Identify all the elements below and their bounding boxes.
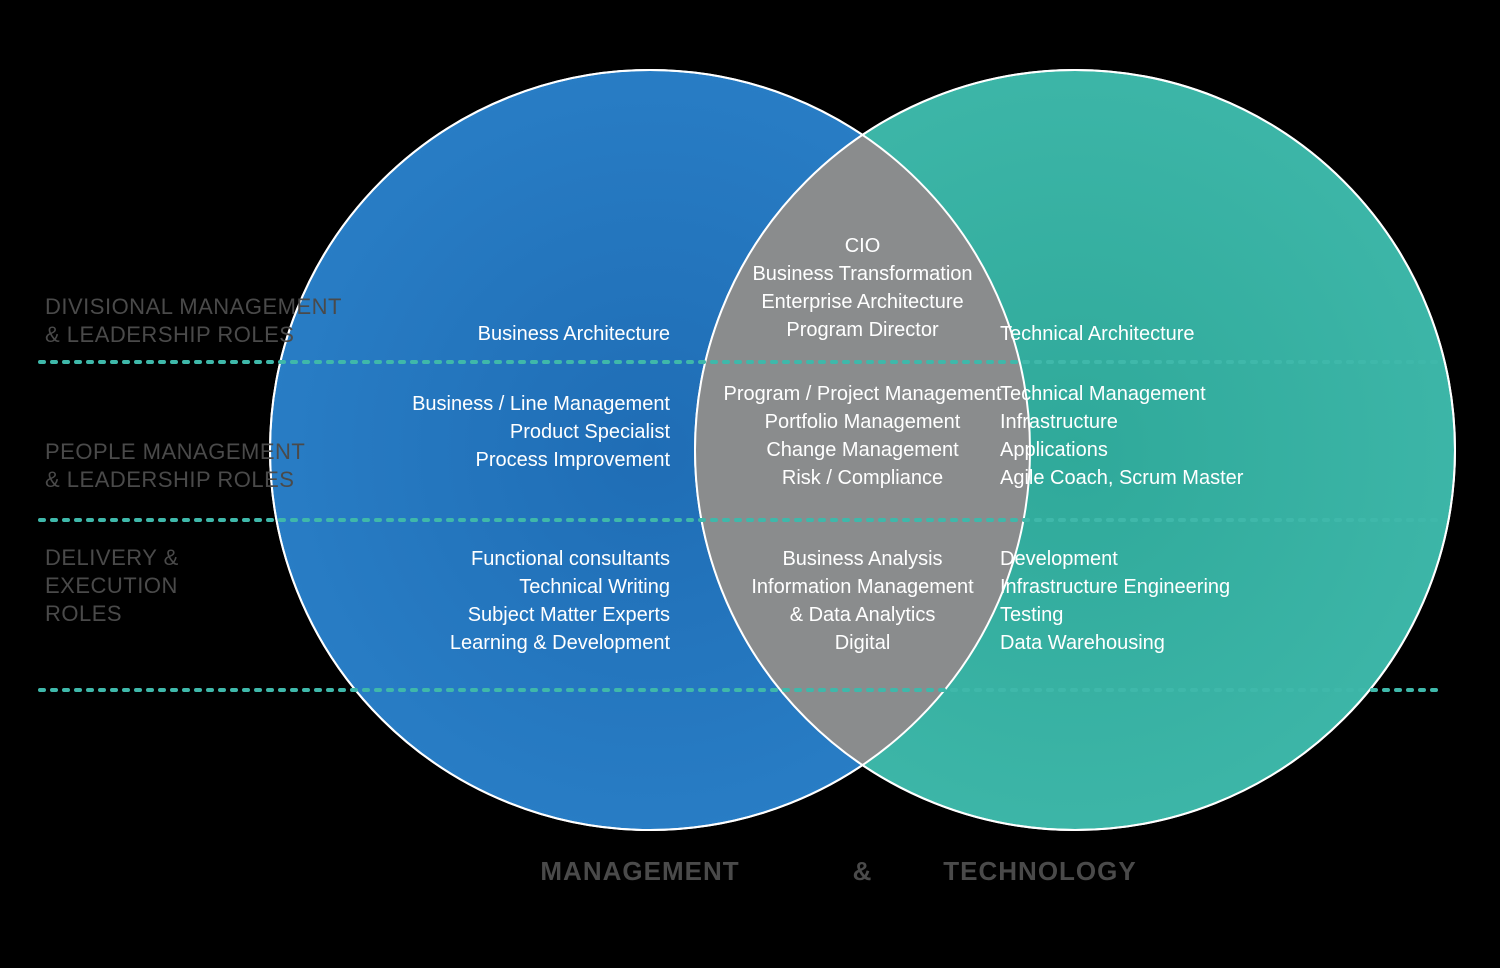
overlap-row1-line-1: CIO [845,235,881,257]
overlap-row2-line-3: Change Management [766,439,959,461]
row-label-1-line-1: DIVISIONAL MANAGEMENT [45,294,342,319]
tech-row2-line-1: Technical Management [1000,383,1206,405]
mgmt-row3-line-4: Learning & Development [450,632,671,654]
mgmt-row3-line-3: Subject Matter Experts [468,604,670,626]
overlap-row2-line-4: Risk / Compliance [782,467,943,489]
tech-row3-line-3: Testing [1000,604,1063,626]
mgmt-row3-line-2: Technical Writing [519,576,670,598]
tech-row2-line-3: Applications [1000,439,1108,461]
row-label-1-line-2: & LEADERSHIP ROLES [45,322,294,347]
overlap-row1-line-2: Business Transformation [752,263,972,285]
mgmt-row2-line-2: Product Specialist [510,421,671,443]
row-label-2-line-2: & LEADERSHIP ROLES [45,467,294,492]
mgmt-row2-line-1: Business / Line Management [412,393,670,415]
overlap-row3-line-4: Digital [835,632,891,654]
overlap-row1-line-4: Program Director [786,319,939,341]
overlap-row1-line-3: Enterprise Architecture [761,291,963,313]
overlap-row3-line-1: Business Analysis [782,548,942,570]
tech-row3-line-2: Infrastructure Engineering [1000,576,1230,598]
management-label: MANAGEMENT [540,856,739,886]
tech-row3-line-1: Development [1000,548,1118,570]
tech-row3-line-4: Data Warehousing [1000,632,1165,654]
row-label-3-line-2: EXECUTION [45,573,178,598]
overlap-row3-line-2: Information Management [751,576,974,598]
technology-label: TECHNOLOGY [943,856,1136,886]
venn-diagram: DIVISIONAL MANAGEMENT & LEADERSHIP ROLES P… [0,0,1500,968]
overlap-row2-line-2: Portfolio Management [765,411,961,433]
mgmt-row1-line-1: Business Architecture [478,323,670,345]
overlap-row3-line-3: & Data Analytics [790,604,936,626]
tech-row2-line-4: Agile Coach, Scrum Master [1000,467,1244,489]
mgmt-row3-line-1: Functional consultants [471,548,670,570]
row-label-3-line-1: DELIVERY & [45,545,179,570]
mgmt-row2-line-3: Process Improvement [475,449,670,471]
row-label-3-line-3: ROLES [45,601,122,626]
overlap-row2-line-1: Program / Project Management [724,383,1002,405]
tech-row1-line-1: Technical Architecture [1000,323,1195,345]
row-label-2-line-1: PEOPLE MANAGEMENT [45,439,305,464]
amp-label: & [853,856,873,886]
tech-row2-line-2: Infrastructure [1000,411,1118,433]
